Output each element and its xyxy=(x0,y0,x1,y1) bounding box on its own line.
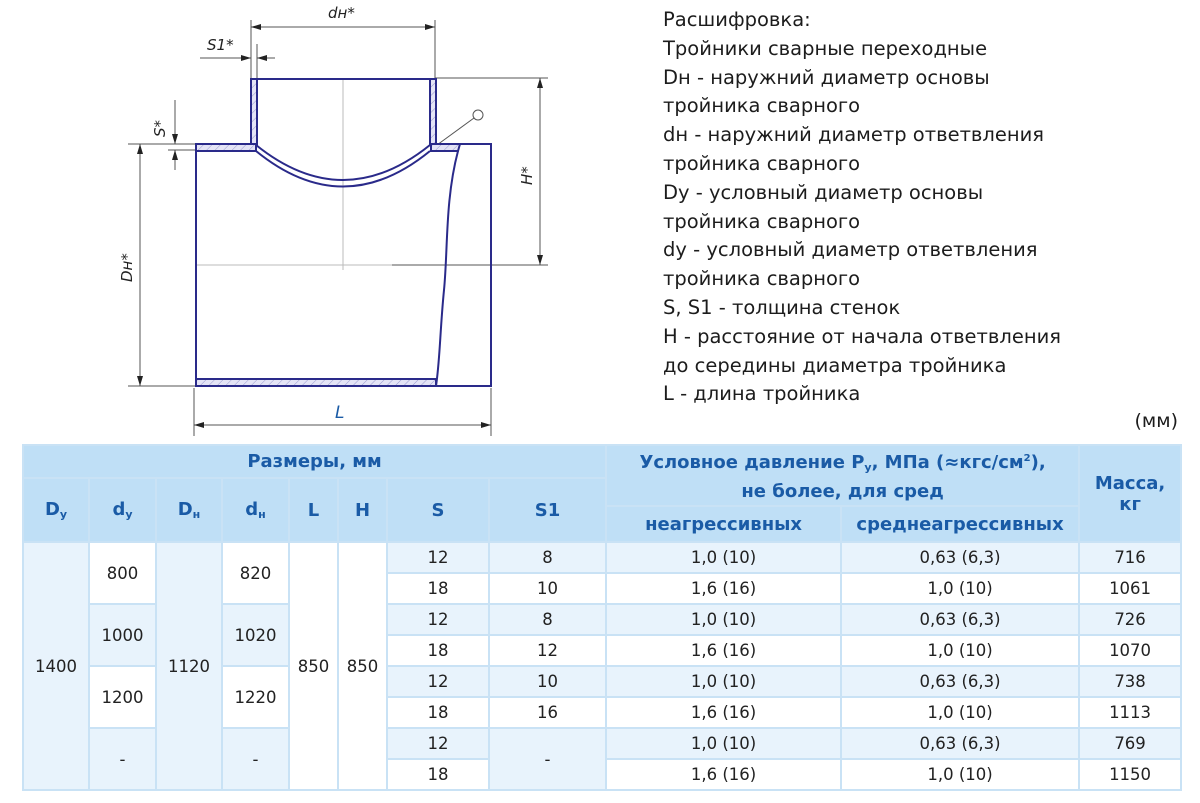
cell-pressure-medium-aggressive: 1,0 (10) xyxy=(840,572,1081,605)
cell-pressure-medium-aggressive: 0,63 (6,3) xyxy=(840,665,1081,698)
cell-dn: - xyxy=(221,727,290,791)
table-row: 18 16 1,6 (16) 1,0 (10) 1113 xyxy=(23,696,1183,729)
cell-dn: 1020 xyxy=(221,603,290,667)
cell-S1: 12 xyxy=(487,634,608,667)
unit-label: (мм) xyxy=(1134,410,1179,432)
s-label: S* xyxy=(151,119,169,137)
legend-line: тройника сварного xyxy=(663,209,861,233)
legend-line: Dу - условный диаметр основы xyxy=(663,180,984,204)
tee-drawing: dн* S1* S* Dн* H* L xyxy=(118,4,548,436)
cell-dn: 1220 xyxy=(221,665,290,729)
cell-pressure-non-aggressive: 1,6 (16) xyxy=(605,758,843,791)
cell-S: 12 xyxy=(386,541,490,574)
cell-dy: - xyxy=(88,727,157,791)
cell-mass: 1113 xyxy=(1078,696,1183,729)
cell-pressure-medium-aggressive: 1,0 (10) xyxy=(840,758,1081,791)
cell-S: 12 xyxy=(386,727,490,760)
cell-S1: 10 xyxy=(487,665,608,698)
cell-S: 18 xyxy=(386,696,490,729)
cell-Dy: 1400 xyxy=(22,541,90,791)
cell-mass: 726 xyxy=(1078,603,1183,636)
cell-mass: 769 xyxy=(1078,727,1183,760)
dimensions-table: Размеры, мм Условное давление Pу, МПа (≈… xyxy=(21,444,1183,791)
col-Dy: Dу xyxy=(22,477,90,543)
legend: Расшифровка: Тройники сварные переходные D… xyxy=(663,6,1061,409)
legend-line: dн - наружний диаметр ответвления xyxy=(663,123,1045,147)
cell-pressure-medium-aggressive: 1,0 (10) xyxy=(840,634,1081,667)
legend-line: тройника сварного xyxy=(663,94,861,118)
table-row: - -12-1,0 (10) 0,63 (6,3) 769 xyxy=(23,727,1183,791)
L-label: L xyxy=(335,403,344,423)
col-H: H xyxy=(337,477,388,543)
legend-line: Расшифровка: xyxy=(663,8,811,31)
legend-line: тройника сварного xyxy=(663,151,861,175)
cell-pressure-medium-aggressive: 0,63 (6,3) xyxy=(840,541,1081,574)
cell-dy: 1000 xyxy=(88,603,157,667)
col-Dn: Dн xyxy=(155,477,223,543)
table-row: 18 1,6 (16) 1,0 (10) 1150 xyxy=(23,758,1183,791)
legend-line: L - длина тройника xyxy=(663,382,861,406)
cell-S: 18 xyxy=(386,758,490,791)
cell-L: 850 xyxy=(288,541,339,791)
cell-mass: 1061 xyxy=(1078,572,1183,605)
table-row: 1000 1020 12 8 1,0 (10) 0,63 (6,3) 726 xyxy=(23,603,1183,667)
cell-H: 850 xyxy=(337,541,388,791)
cell-pressure-non-aggressive: 1,0 (10) xyxy=(605,603,843,636)
s1-label: S1* xyxy=(207,36,234,54)
legend-line: до середины диаметра тройника xyxy=(663,353,1007,377)
col-dy: dу xyxy=(88,477,157,543)
cell-pressure-medium-aggressive: 0,63 (6,3) xyxy=(840,603,1081,636)
sizes-header: Размеры, мм xyxy=(21,444,608,479)
cell-mass: 1070 xyxy=(1078,634,1183,667)
cell-S: 12 xyxy=(386,665,490,698)
cell-pressure-non-aggressive: 1,0 (10) xyxy=(605,541,843,574)
col-S: S xyxy=(386,477,490,543)
H-label: H* xyxy=(518,166,536,185)
pressure-header: Условное давление Pу, МПа (≈кгс/см2), не … xyxy=(605,444,1081,507)
table-row: 18 10 1,6 (16) 1,0 (10) 1061 xyxy=(23,572,1183,605)
table-row: 18 12 1,6 (16) 1,0 (10) 1070 xyxy=(23,634,1183,667)
mass-header: Масса, кг xyxy=(1078,444,1183,543)
col-S1: S1 xyxy=(487,477,608,543)
cell-S1: 8 xyxy=(487,541,608,574)
cell-pressure-non-aggressive: 1,6 (16) xyxy=(605,634,843,667)
cell-pressure-non-aggressive: 1,6 (16) xyxy=(605,696,843,729)
cell-dy: 1200 xyxy=(88,665,157,729)
cell-S: 18 xyxy=(386,572,490,605)
cell-pressure-medium-aggressive: 1,0 (10) xyxy=(840,696,1081,729)
cell-S1: 10 xyxy=(487,572,608,605)
cell-mass: 738 xyxy=(1078,665,1183,698)
legend-line: H - расстояние от начала ответвления xyxy=(663,324,1062,348)
legend-line: S, S1 - толщина стенок xyxy=(663,295,901,319)
legend-line: Dн - наружний диаметр основы xyxy=(663,65,990,89)
table-row: 1200 1220 12 10 1,0 (10) 0,63 (6,3) 738 xyxy=(23,665,1183,729)
cell-S1: - xyxy=(487,727,608,791)
cell-pressure-non-aggressive: 1,0 (10) xyxy=(605,727,843,760)
col-dn: dн xyxy=(221,477,290,543)
col-non-aggressive: неагрессивных xyxy=(605,505,843,543)
cell-pressure-non-aggressive: 1,6 (16) xyxy=(605,572,843,605)
cell-S1: 8 xyxy=(487,603,608,636)
table-row: 1400 800 1120 820 850 850 12 8 1,0 (10) 0,63 (6,3… xyxy=(22,541,1183,791)
legend-line: тройника сварного xyxy=(663,267,861,291)
cell-Dn: 1120 xyxy=(155,541,223,791)
legend-line: dу - условный диаметр ответвления xyxy=(663,238,1038,262)
cell-pressure-non-aggressive: 1,0 (10) xyxy=(605,665,843,698)
cell-mass: 1150 xyxy=(1078,758,1183,791)
cell-S: 18 xyxy=(386,634,490,667)
col-medium-aggressive: среднеагрессивных xyxy=(840,505,1081,543)
Dn-label: Dн* xyxy=(118,253,136,282)
cell-dn: 820 xyxy=(221,541,290,605)
cell-pressure-medium-aggressive: 0,63 (6,3) xyxy=(840,727,1081,760)
cell-mass: 716 xyxy=(1078,541,1183,574)
cell-S1: 16 xyxy=(487,696,608,729)
dn-label: dн* xyxy=(328,4,355,22)
col-L: L xyxy=(288,477,339,543)
cell-S: 12 xyxy=(386,603,490,636)
cell-dy: 800 xyxy=(88,541,157,605)
legend-line: Тройники сварные переходные xyxy=(663,36,988,60)
